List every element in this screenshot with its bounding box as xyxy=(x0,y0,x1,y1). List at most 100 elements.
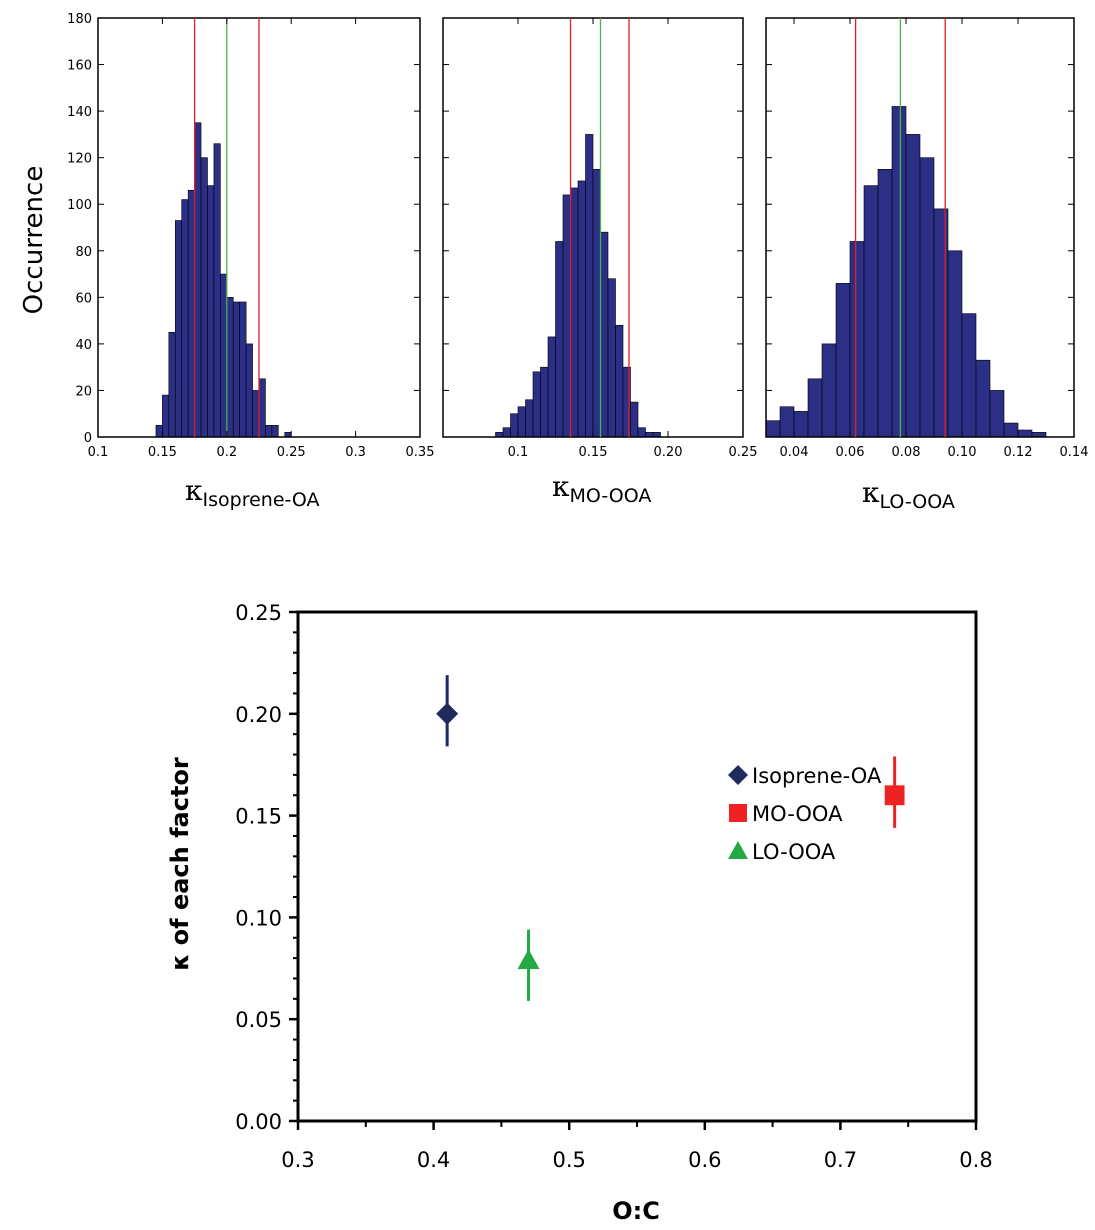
histogram-bar xyxy=(562,194,571,438)
histogram-y-axis-title: Occurrence xyxy=(19,166,49,315)
y-tick-label: 40 xyxy=(75,338,92,353)
x-tick-label: 0.35 xyxy=(406,445,435,460)
histogram-bar xyxy=(849,241,865,438)
x-tick-label: 0.06 xyxy=(836,445,865,460)
triangle-marker xyxy=(517,949,540,969)
histogram-bar xyxy=(607,278,616,438)
histogram-bar xyxy=(232,301,240,438)
histogram-bar xyxy=(919,157,935,438)
histogram-bar xyxy=(821,343,837,438)
x-tick-label: 0.7 xyxy=(824,1148,857,1172)
histogram-bar xyxy=(555,241,564,438)
legend-item: LO-OOA xyxy=(728,840,836,864)
histogram-bar xyxy=(807,378,823,438)
histogram-bar xyxy=(891,106,907,438)
plot-frame xyxy=(765,17,1075,438)
legend-label: MO-OOA xyxy=(752,802,843,826)
x-tick-label: 0.10 xyxy=(948,445,977,460)
histogram-mo-ooa: 0.1 0.15 0.20 0.25 xyxy=(442,17,758,460)
legend-item: MO-OOA xyxy=(729,802,843,826)
histogram-bar xyxy=(245,343,253,438)
triangle-marker xyxy=(728,841,748,859)
legend-label: Isoprene-OA xyxy=(752,764,882,788)
histogram-bar xyxy=(989,390,1005,438)
histogram-bar xyxy=(547,336,556,438)
x-tick-label: 0.15 xyxy=(579,445,608,460)
histogram-bar xyxy=(162,394,170,438)
histogram-bar xyxy=(577,180,586,438)
histogram-bar xyxy=(181,199,189,438)
x-tick-label: 0.12 xyxy=(1004,445,1033,460)
histogram-bar xyxy=(271,425,279,438)
histogram-bar xyxy=(187,189,195,438)
y-tick-label: 0.25 xyxy=(235,601,282,625)
x-tick-label: 0.14 xyxy=(1060,445,1089,460)
histogram-isoprene-oa: 0.1 0.15 0.2 0.25 0.3 0.35 0 20 40 60 80 100 120 140 1… xyxy=(67,12,434,460)
x-tick-label: 0.15 xyxy=(148,445,177,460)
x-tick-label: 0.20 xyxy=(654,445,683,460)
histogram-bar xyxy=(258,378,266,438)
histogram-bar xyxy=(502,427,511,438)
histogram-bar xyxy=(194,122,202,438)
y-tick-label: 0.00 xyxy=(235,1110,282,1134)
histogram-bar xyxy=(239,301,247,438)
histogram-bar xyxy=(213,143,221,438)
histogram-bar xyxy=(540,366,549,438)
x-tick-label: 0.5 xyxy=(552,1148,585,1172)
square-marker xyxy=(729,804,747,822)
histogram-bar xyxy=(200,157,208,438)
x-tick-label: 0.2 xyxy=(216,445,237,460)
histogram-bar xyxy=(765,420,781,438)
y-tick-label: 0.20 xyxy=(235,703,282,727)
x-tick-label: 0.8 xyxy=(959,1148,992,1172)
x-tick-label: 0.3 xyxy=(281,1148,314,1172)
x-tick-label: 0.25 xyxy=(729,445,758,460)
histogram-bar xyxy=(779,406,795,438)
y-tick-label: 0 xyxy=(84,431,92,446)
histogram-bar xyxy=(600,231,609,438)
histogram-bar xyxy=(510,413,519,438)
histogram-bar xyxy=(1017,429,1033,438)
histogram-bar xyxy=(877,169,893,438)
histogram-bar xyxy=(961,313,977,438)
histogram-bar xyxy=(637,427,646,438)
histogram-lo-ooa: 0.04 0.06 0.08 0.10 0.12 0.14 xyxy=(765,17,1089,460)
histogram-bar xyxy=(168,331,176,438)
histogram-bar xyxy=(933,208,949,438)
y-tick-label: 0.10 xyxy=(235,906,282,930)
histogram-bar xyxy=(155,425,163,438)
histogram-bar xyxy=(265,425,273,438)
legend-item: Isoprene-OA xyxy=(728,764,882,788)
scatter-x-axis-title: O:C xyxy=(612,1197,660,1225)
histogram-bar xyxy=(1003,422,1019,438)
y-tick-label: 0.15 xyxy=(235,805,282,829)
histogram-bar xyxy=(525,399,534,438)
y-tick-label: 180 xyxy=(67,12,92,27)
histogram-bar xyxy=(630,401,639,438)
histogram-bar xyxy=(793,411,809,438)
histogram-bar xyxy=(975,359,991,438)
y-tick-label: 0.05 xyxy=(235,1008,282,1032)
histogram-bar xyxy=(905,134,921,438)
histogram-bar xyxy=(532,371,541,438)
x-tick-label: 0.3 xyxy=(345,445,366,460)
histogram-bar xyxy=(615,324,624,438)
scatter-kappa-vs-oc: 0.3 0.4 0.5 0.6 0.7 0.8 0.00 0.05 0.10 0.15 0.20 0.… xyxy=(235,601,992,1172)
y-tick-label: 60 xyxy=(75,291,92,306)
histogram-bar xyxy=(863,185,879,438)
y-tick-label: 120 xyxy=(67,152,92,167)
y-tick-label: 140 xyxy=(67,105,92,120)
histogram-bar xyxy=(174,220,183,438)
kappa-isoprene-label: κIsoprene-OA xyxy=(185,474,320,511)
histogram-bar xyxy=(570,187,579,438)
x-tick-label: 0.08 xyxy=(892,445,921,460)
histogram-bar xyxy=(220,273,228,438)
histogram-bar xyxy=(592,169,601,438)
x-tick-label: 0.1 xyxy=(88,445,109,460)
y-tick-label: 160 xyxy=(67,59,92,74)
kappa-mo-ooa-label: κMO-OOA xyxy=(552,470,651,507)
x-tick-label: 0.6 xyxy=(688,1148,721,1172)
legend-label: LO-OOA xyxy=(752,840,836,864)
x-tick-label: 0.4 xyxy=(417,1148,450,1172)
